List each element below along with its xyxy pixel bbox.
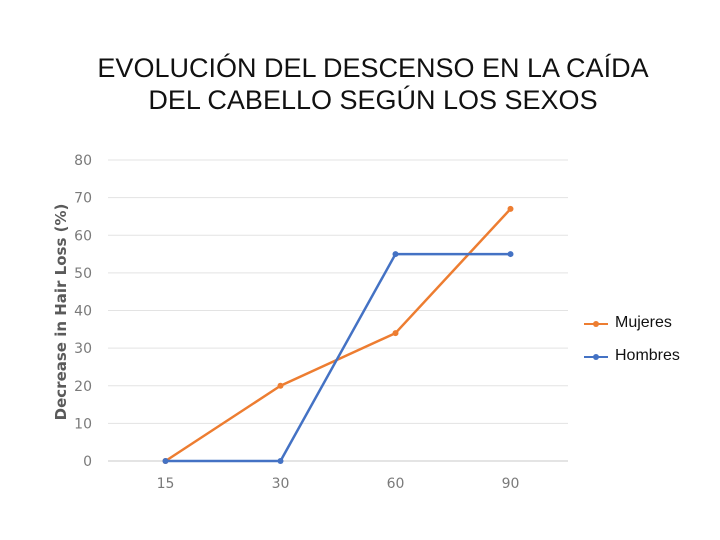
series-lines <box>162 205 514 464</box>
data-point-hombres <box>392 251 399 258</box>
x-tick-label: 30 <box>272 476 290 492</box>
chart-title-line-2: DEL CABELLO SEGÚN LOS SEXOS <box>148 85 598 115</box>
data-point-hombres <box>507 251 514 258</box>
y-tick-label: 30 <box>74 341 92 357</box>
y-tick-label: 10 <box>74 416 92 432</box>
chart-title: EVOLUCIÓN DEL DESCENSO EN LA CAÍDA DEL C… <box>0 52 720 116</box>
gridlines <box>108 159 568 462</box>
y-tick-label: 60 <box>74 228 92 244</box>
legend-label-mujeres: Mujeres <box>615 314 672 331</box>
y-tick-label: 0 <box>83 454 92 470</box>
y-tick-label: 20 <box>74 379 92 395</box>
y-tick-label: 70 <box>74 191 92 207</box>
data-point-hombres <box>277 458 284 464</box>
x-tick-label: 60 <box>387 476 405 492</box>
x-tick-label: 15 <box>157 476 175 492</box>
legend-swatch-mujeres <box>584 321 608 327</box>
data-point-mujeres <box>392 330 399 337</box>
y-axis-ticks: 0 10 20 30 40 50 60 70 80 <box>74 153 92 470</box>
y-tick-label: 40 <box>74 304 92 320</box>
y-tick-label: 50 <box>74 266 92 282</box>
y-tick-label: 80 <box>74 153 92 169</box>
data-point-mujeres <box>507 205 514 212</box>
data-point-hombres <box>162 458 169 464</box>
chart-title-line-1: EVOLUCIÓN DEL DESCENSO EN LA CAÍDA <box>97 53 649 83</box>
series-line-hombres <box>165 252 511 463</box>
x-axis-ticks: 15 30 60 90 <box>157 476 520 492</box>
legend-swatch-hombres <box>584 354 608 360</box>
legend-label-hombres: Hombres <box>615 347 680 364</box>
y-axis-label: Decrease in Hair Loss (%) <box>52 204 70 421</box>
x-tick-label: 90 <box>502 476 520 492</box>
data-point-mujeres <box>277 382 284 389</box>
